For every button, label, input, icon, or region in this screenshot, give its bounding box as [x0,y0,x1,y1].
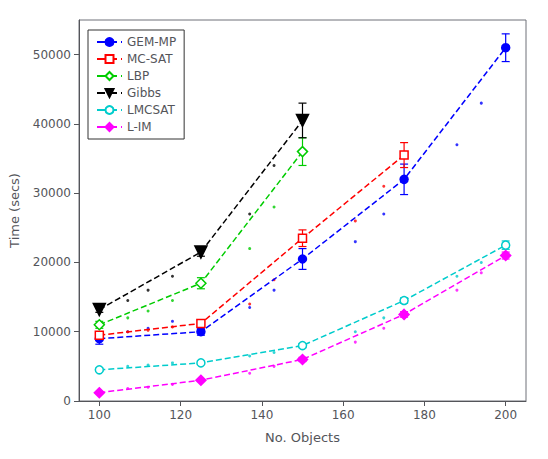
svg-text:0: 0 [63,394,71,408]
svg-text:120: 120 [169,408,192,422]
svg-text:180: 180 [413,408,436,422]
svg-text:50000: 50000 [33,48,71,62]
svg-text:10000: 10000 [33,325,71,339]
svg-text:L-IM: L-IM [127,120,152,134]
svg-text:LBP: LBP [127,69,149,83]
svg-text:Gibbs: Gibbs [127,86,161,100]
svg-text:LMCSAT: LMCSAT [127,103,176,117]
svg-text:40000: 40000 [33,117,71,131]
svg-text:140: 140 [250,408,273,422]
svg-text:No. Objects: No. Objects [265,430,340,445]
svg-text:20000: 20000 [33,255,71,269]
svg-text:160: 160 [332,408,355,422]
svg-text:200: 200 [494,408,517,422]
svg-text:100: 100 [88,408,111,422]
svg-text:MC-SAT: MC-SAT [127,52,173,66]
svg-text:GEM-MP: GEM-MP [127,35,176,49]
svg-text:30000: 30000 [33,186,71,200]
svg-text:Time (secs): Time (secs) [7,173,22,249]
